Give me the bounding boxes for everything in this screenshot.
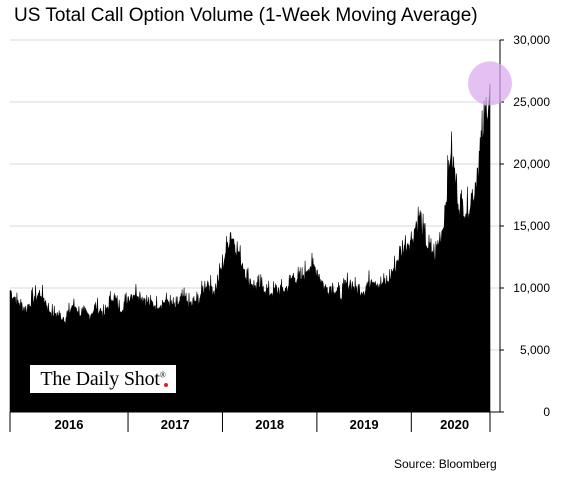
logo-dot — [164, 383, 168, 387]
x-category-label: 2016 — [55, 417, 84, 432]
y-tick-label: 0 — [543, 405, 550, 419]
x-category-label: 2019 — [350, 417, 379, 432]
y-tick-label: 15,000 — [513, 219, 550, 233]
y-tick-label: 10,000 — [513, 281, 550, 295]
logo-reg-mark: ® — [159, 369, 166, 379]
chart-title: US Total Call Option Volume (1-Week Movi… — [14, 5, 478, 26]
y-tick-labels: 0 5,000 10,000 15,000 20,000 25,000 30,000 — [513, 33, 550, 419]
x-category-labels: 2016 2017 2018 2019 2020 — [9, 412, 491, 432]
y-tick-label: 5,000 — [520, 343, 550, 357]
series-area — [9, 83, 491, 413]
logo-text: The Daily Shot® — [40, 367, 166, 390]
y-tick-label: 20,000 — [513, 157, 550, 171]
source-note: Source: Bloomberg — [394, 457, 497, 471]
series-area-path — [9, 83, 491, 413]
x-category-label: 2017 — [161, 417, 190, 432]
highlight-circle — [468, 61, 512, 106]
x-category-label: 2018 — [255, 417, 284, 432]
highlight-layer — [468, 61, 512, 106]
logo: The Daily Shot® — [30, 365, 176, 393]
y-tick-label: 30,000 — [513, 33, 550, 47]
y-tick-label: 25,000 — [513, 95, 550, 109]
x-category-label: 2020 — [440, 417, 469, 432]
